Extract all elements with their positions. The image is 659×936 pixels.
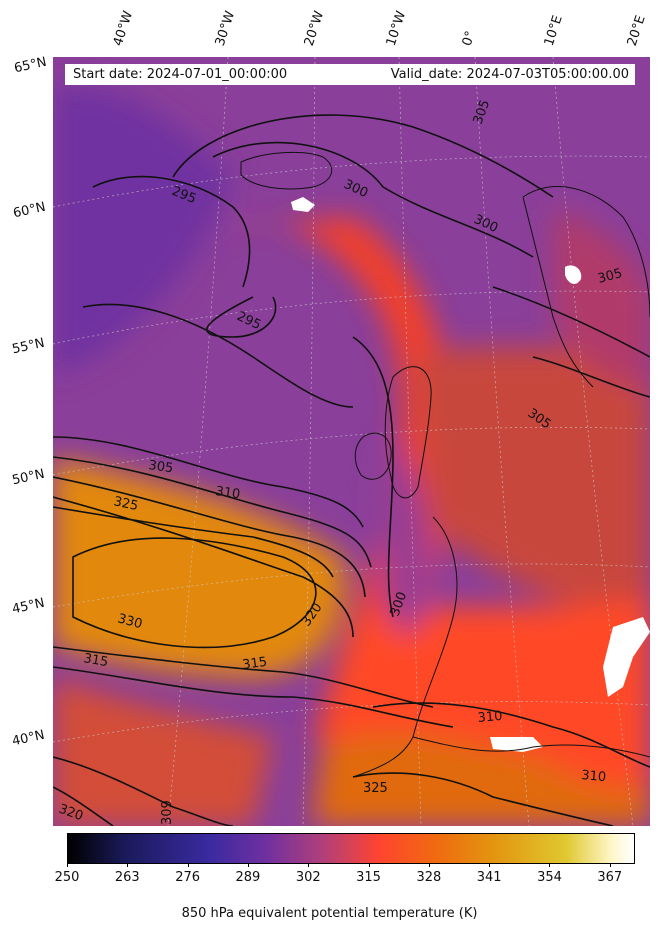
colorbar-tick-label: 315: [356, 870, 381, 885]
lat-label-60n: 60°N: [11, 199, 47, 222]
colorbar-tick-label: 341: [476, 870, 502, 885]
contour-315-sw: [53, 756, 234, 826]
contour-310-south: [372, 702, 650, 768]
graticule-60n: [53, 155, 650, 208]
colorbar-tick-mark: [609, 863, 611, 867]
missing-patch-east: [603, 617, 650, 697]
colorbar-tick-label: 250: [54, 870, 80, 885]
lon-label-0: 0°: [459, 29, 479, 48]
coast-scandinavia: [522, 186, 650, 388]
colorbar-tick-mark: [489, 863, 491, 867]
contour-305-east: [492, 286, 650, 358]
lat-label-40n: 40°N: [10, 727, 46, 750]
coast-iberia-france: [352, 516, 458, 778]
colorbar-tick-label: 367: [597, 870, 623, 885]
contour-label-330: 330: [116, 611, 144, 632]
lat-label-65n: 65°N: [12, 54, 48, 77]
contour-320-south: [53, 666, 454, 728]
colorbar-tick-label: 289: [235, 870, 261, 885]
graticule-0: [474, 57, 530, 826]
contour-label-310-b: 310: [477, 709, 503, 726]
graticule-30w: [167, 57, 229, 826]
missing-patch-iceland: [291, 197, 315, 212]
colorbar-tick-mark: [127, 863, 129, 867]
valid-date-label: Valid_date: 2024-07-03T05:00:00.00: [390, 67, 629, 82]
field-warm-scandinavia: [553, 207, 650, 387]
colorbar-tick-mark: [187, 863, 189, 867]
missing-patch-scandinavia: [565, 265, 582, 284]
coast-ireland: [354, 432, 392, 480]
date-info-bar: Start date: 2024-07-01_00:00:00 Valid_da…: [65, 64, 635, 85]
contour-310-jet: [53, 456, 372, 568]
contour-325: [53, 506, 334, 578]
coast-mediterranean: [412, 736, 650, 758]
contour-305-jet: [53, 436, 364, 528]
colorbar-tick-mark: [428, 863, 430, 867]
contour-label-325-b: 325: [363, 781, 388, 796]
lon-label-40w: 40°W: [110, 9, 137, 48]
colorbar-tick-mark: [67, 863, 68, 867]
field-orange-plume: [53, 457, 345, 677]
contour-315-south: [53, 646, 434, 708]
lon-label-20e: 20°E: [624, 13, 649, 49]
graticule-45n: [53, 563, 650, 608]
graticule-55n: [53, 290, 650, 345]
lon-label-20w: 20°W: [301, 9, 328, 48]
contour-295-northwest: [92, 175, 251, 288]
contour-300-west: [82, 303, 354, 408]
contour-295-central: [206, 296, 277, 338]
lat-label-50n: 50°N: [10, 466, 46, 489]
contour-label-305-b: 305: [596, 266, 624, 287]
contour-320-sw: [53, 786, 114, 826]
start-date-label: Start date: 2024-07-01_00:00:00: [73, 67, 288, 82]
field-orange-south: [313, 734, 650, 826]
contour-label-315-b: 315: [241, 655, 268, 673]
lat-label-45n: 45°N: [10, 595, 46, 618]
colorbar-tick-label: 354: [537, 870, 562, 885]
contour-300-central: [352, 336, 394, 618]
contour-330-plume: [72, 537, 317, 649]
colorbar: [67, 833, 635, 864]
colorbar-tick-label: 263: [114, 870, 140, 885]
contour-315-jet: [53, 476, 366, 598]
colorbar-tick-label: 276: [175, 870, 201, 885]
contour-325-south: [352, 772, 614, 826]
graticule-40n: [53, 701, 650, 743]
colorbar-tick-mark: [549, 863, 551, 867]
theta-e-map: 295 295 300 300 300 305 305 305 305 310 …: [53, 57, 650, 826]
graticule-50n: [53, 426, 650, 476]
graticule-10w: [398, 57, 422, 826]
contour-300-north: [212, 141, 534, 258]
colorbar-tick-label: 302: [295, 870, 321, 885]
contour-label-310-c: 310: [581, 768, 607, 785]
field-warm-east: [413, 337, 650, 617]
coast-iceland: [240, 151, 333, 190]
lon-label-10w: 10°W: [383, 9, 410, 48]
contour-label-325-a: 325: [112, 494, 139, 514]
lat-label-55n: 55°N: [10, 335, 46, 358]
lon-label-30w: 30°W: [212, 9, 239, 48]
colorbar-title: 850 hPa equivalent potential temperature…: [181, 906, 478, 921]
colorbar-tick-mark: [368, 863, 370, 867]
lon-label-10e: 10°E: [541, 13, 566, 49]
colorbar-tick-mark: [308, 863, 310, 867]
field-south-west-warm: [53, 677, 273, 826]
contour-305-north: [172, 114, 554, 198]
contour-label-309: 309: [160, 800, 175, 825]
colorbar-tick-mark: [247, 863, 249, 867]
colorbar-tick-label: 328: [416, 870, 442, 885]
contour-label-310-a: 310: [214, 484, 241, 502]
contour-310-east: [532, 356, 650, 398]
contour-label-315-a: 315: [82, 651, 109, 670]
contour-label-305-d: 305: [147, 458, 174, 476]
